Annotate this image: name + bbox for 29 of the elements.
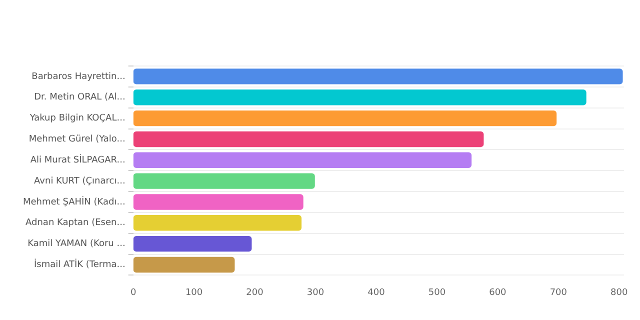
x-tick-label: 800 [610, 288, 628, 298]
y-tick-label: Kamil YAMAN (Koru ... [28, 239, 126, 250]
x-tick-label: 0 [130, 288, 136, 298]
x-tick-label: 100 [185, 288, 203, 298]
bar [133, 236, 252, 252]
bar [133, 215, 302, 231]
x-tick-label: 300 [306, 288, 324, 298]
bar [133, 90, 586, 106]
y-tick-label: Ali Murat SİLPAGAR... [30, 153, 126, 166]
bar [133, 194, 304, 210]
bar [133, 68, 623, 84]
y-tick-label: Adnan Kaptan (Esen... [26, 218, 126, 228]
y-tick-label: İsmail ATİK (Terma... [34, 258, 126, 270]
y-tick-label: Avni KURT (Çınarcı... [34, 176, 126, 186]
bar [133, 110, 557, 126]
y-tick-label: Dr. Metin ORAL (Al... [34, 92, 126, 103]
x-tick-label: 400 [368, 288, 386, 298]
y-tick-label: Yakup Bilgin KOÇAL... [28, 114, 126, 124]
x-tick-label: 200 [246, 288, 264, 298]
y-tick-label: Barbaros Hayrettin... [32, 72, 126, 82]
bar [133, 131, 484, 148]
x-tick-label: 500 [428, 288, 446, 298]
x-tick-label: 700 [550, 288, 568, 298]
bar [133, 173, 315, 189]
bar [133, 256, 235, 273]
x-tick-label: 600 [489, 288, 507, 298]
bar [133, 152, 472, 168]
y-tick-label: Mehmet ŞAHİN (Kadı... [22, 195, 126, 208]
y-tick-label: Mehmet Gürel (Yalo... [28, 134, 126, 145]
